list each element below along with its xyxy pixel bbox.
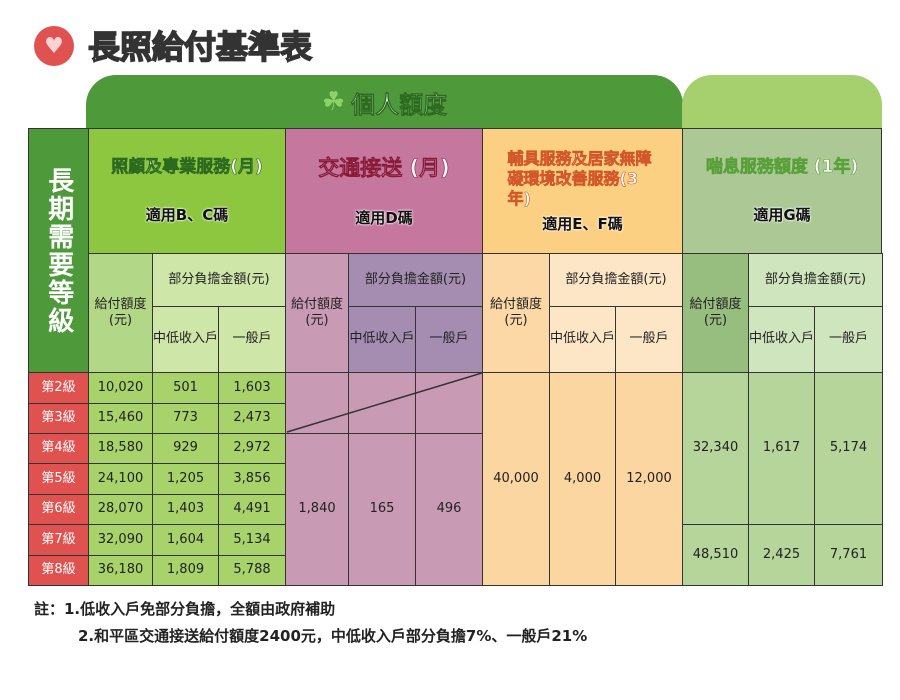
level-label: 第7級 [28,524,89,556]
bc-cell: 1,604 [152,524,219,556]
level-label: 第4級 [28,433,89,464]
bc-cell: 15,460 [88,403,153,434]
copay-header: 部分負擔金額(元) [549,253,683,307]
d-cell: 1,840 [285,433,349,586]
level-label: 第5級 [28,463,89,495]
level-label: 第8級 [28,555,89,586]
bc-cell: 1,809 [152,555,219,586]
bc-cell: 2,473 [218,403,286,434]
category-ef: 輔具服務及居家無障礙環境改善服務(3年) 適用E、F碼 [482,128,683,254]
heart-icon: ♥ [34,26,74,66]
bc-cell: 929 [152,433,219,464]
bc-cell: 10,020 [88,372,153,404]
bc-cell: 18,580 [88,433,153,464]
g-cell: 2,425 [748,524,815,586]
bc-cell: 5,788 [218,555,286,586]
category-g: 喘息服務額度 (1年) 適用G碼 [682,128,882,254]
pay-amount-header: 給付額度(元) [682,253,749,373]
level-header: 長期需要等級 [28,128,89,373]
category-code: 適用G碼 [753,206,811,225]
diagonal-line [286,372,482,433]
bc-cell: 501 [152,372,219,404]
general-header: 一般戶 [615,306,683,373]
level-label: 第2級 [28,372,89,404]
copay-header: 部分負擔金額(元) [152,253,286,307]
g-cell: 48,510 [682,524,749,586]
ef-cell: 40,000 [482,372,550,586]
level-label: 第3級 [28,403,89,434]
copay-header: 部分負擔金額(元) [348,253,483,307]
category-code: 適用B、C碼 [145,206,229,225]
copay-header: 部分負擔金額(元) [748,253,883,307]
category-bc: 照顧及專業服務(月) 適用B、C碼 [88,128,286,254]
pay-amount-header: 給付額度(元) [88,253,153,373]
bc-cell: 5,134 [218,524,286,556]
category-title: 照顧及專業服務(月) [111,157,263,178]
category-code: 適用D碼 [355,208,413,227]
level-label: 第6級 [28,494,89,525]
clover-icon: ☘ [321,87,346,117]
bc-cell: 28,070 [88,494,153,525]
g-cell: 7,761 [814,524,883,586]
d-cell: 165 [348,433,416,586]
banner-personal-quota: ☘ 個人額度 [86,75,683,129]
bc-cell: 24,100 [88,463,153,495]
general-header: 一般戶 [218,306,286,373]
pay-amount-header: 給付額度(元) [285,253,349,373]
low-income-header: 中低收入戶 [549,306,616,373]
note-1: 註：1.低收入戶免部分負擔，全額由政府補助 [34,599,336,618]
ef-cell: 12,000 [615,372,683,586]
low-income-header: 中低收入戶 [152,306,219,373]
bc-cell: 3,856 [218,463,286,495]
bc-cell: 1,205 [152,463,219,495]
banner-label: 個人額度 [351,90,448,119]
bc-cell: 1,403 [152,494,219,525]
bc-cell: 36,180 [88,555,153,586]
category-code: 適用E、F碼 [542,214,623,233]
category-d: 交通接送 (月) 適用D碼 [285,128,483,254]
g-cell: 1,617 [748,372,815,525]
bc-cell: 773 [152,403,219,434]
bc-cell: 4,491 [218,494,286,525]
pay-amount-header: 給付額度(元) [482,253,550,373]
g-cell: 32,340 [682,372,749,525]
page-title: 長照給付基準表 [87,27,313,67]
ef-cell: 4,000 [549,372,616,586]
category-title: 交通接送 (月) [318,155,450,180]
note-2: 2.和平區交通接送給付額度2400元，中低收入戶部分負擔7%、一般戶21% [78,626,588,645]
general-header: 一般戶 [814,306,883,373]
category-title: 喘息服務額度 (1年) [705,157,859,178]
bc-cell: 2,972 [218,433,286,464]
low-income-header: 中低收入戶 [748,306,815,373]
category-title: 輔具服務及居家無障礙環境改善服務(3年) [507,148,652,208]
bc-cell: 1,603 [218,372,286,404]
bc-cell: 32,090 [88,524,153,556]
general-header: 一般戶 [415,306,483,373]
g-cell: 5,174 [814,372,883,525]
low-income-header: 中低收入戶 [348,306,416,373]
banner-respite [682,75,882,129]
d-cell: 496 [415,433,483,586]
